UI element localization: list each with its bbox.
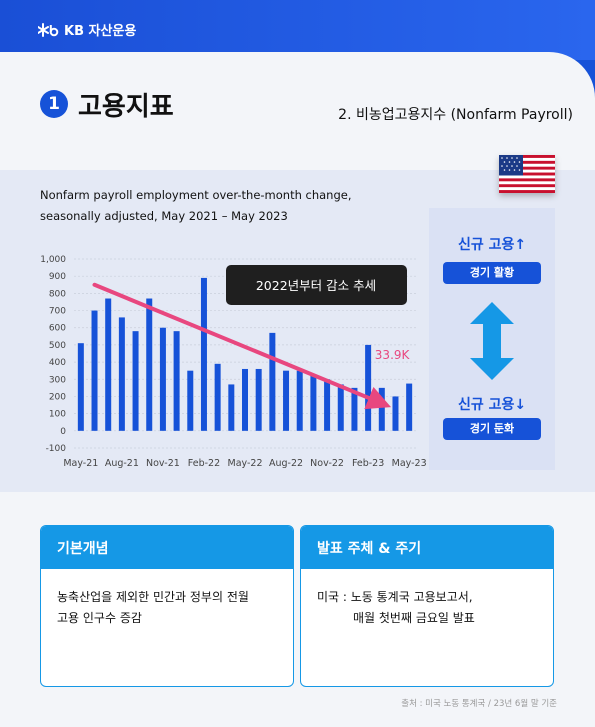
bar (269, 332, 276, 431)
bar (146, 298, 153, 431)
bar (132, 331, 139, 431)
source-footnote: 출처 : 미국 노동 통계국 / 23년 6월 말 기준 (401, 699, 557, 709)
bar (173, 331, 180, 431)
trend-arrow (92, 282, 392, 410)
chart-description-line2: seasonally adjusted, May 2021 – May 2023 (40, 209, 288, 223)
publisher-line1: 미국 : 노동 통계국 고용보고서, (317, 590, 473, 604)
boom-badge: 경기 활황 (443, 262, 541, 284)
x-tick-label: Feb-22 (188, 458, 220, 469)
bar (214, 363, 221, 431)
y-tick-label: 200 (49, 392, 66, 402)
basic-concept-line1: 농축산업을 제외한 민간과 정부의 전월 (57, 590, 249, 604)
section-number: 1 (40, 90, 68, 118)
bar (91, 310, 98, 431)
bar (255, 368, 262, 431)
kb-star-icon (38, 22, 59, 37)
y-tick-label: 0 (60, 427, 66, 437)
bar (310, 375, 317, 431)
y-tick-label: 1,000 (40, 255, 66, 265)
basic-concept-title: 기본개념 (41, 526, 293, 569)
bar (351, 387, 358, 431)
y-tick-label: 800 (49, 289, 66, 299)
bar (187, 370, 194, 431)
new-jobs-up-label: 신규 고용↑ (457, 237, 527, 253)
bar (200, 277, 207, 431)
latest-value-label: 33.9K (375, 348, 411, 362)
basic-concept-box: 기본개념 농축산업을 제외한 민간과 정부의 전월 고용 인구수 증감 (40, 525, 294, 687)
y-tick-label: 700 (49, 307, 66, 317)
brand-name: KB 자산운용 (64, 24, 137, 39)
bar (118, 317, 125, 431)
x-tick-label: May-21 (63, 458, 98, 469)
bar (324, 379, 331, 431)
publisher-line2: 매월 첫번째 금요일 발표 (353, 611, 475, 625)
x-tick-label: Aug-22 (269, 458, 303, 469)
bar (378, 387, 385, 431)
x-tick-label: May-22 (228, 458, 263, 469)
y-tick-label: -100 (46, 444, 67, 454)
x-tick-label: Feb-23 (352, 458, 384, 469)
new-jobs-down-label: 신규 고용↓ (457, 397, 527, 413)
chart-description: Nonfarm payroll employment over-the-mont… (40, 185, 352, 227)
bar (283, 370, 290, 431)
bar (77, 343, 84, 431)
x-tick-label: Aug-21 (105, 458, 139, 469)
annotation-text: 2022년부터 감소 추세 (256, 278, 376, 293)
up-down-arrow-icon (470, 302, 514, 380)
bar (392, 396, 399, 431)
bar (159, 327, 166, 431)
annotation-box: 2022년부터 감소 추세 (226, 265, 407, 305)
us-flag-icon (499, 155, 555, 193)
section-title: 고용지표 (78, 92, 174, 122)
bar (296, 370, 303, 431)
y-tick-label: 600 (49, 324, 66, 334)
y-tick-label: 500 (49, 341, 66, 351)
brand-logo: KB 자산운용 (38, 20, 136, 39)
bar (242, 368, 248, 431)
x-tick-label: Nov-22 (310, 458, 344, 469)
y-tick-label: 100 (49, 410, 66, 420)
bar (365, 344, 372, 431)
y-tick-label: 300 (49, 375, 66, 385)
chart-description-line1: Nonfarm payroll employment over-the-mont… (40, 188, 352, 202)
x-tick-label: Nov-21 (146, 458, 180, 469)
section-subtitle: 2. 비농업고용지수 (Nonfarm Payroll) (338, 107, 573, 123)
publisher-title: 발표 주체 & 주기 (301, 526, 553, 569)
bar (337, 384, 344, 431)
bar (228, 384, 235, 431)
bar (406, 383, 413, 431)
publisher-box: 발표 주체 & 주기 미국 : 노동 통계국 고용보고서, 매월 첫번째 금요일… (300, 525, 554, 687)
basic-concept-line2: 고용 인구수 증감 (57, 611, 142, 625)
slowdown-badge: 경기 둔화 (443, 418, 541, 440)
bar (105, 298, 112, 431)
y-tick-label: 900 (49, 272, 66, 282)
top-bar: KB 자산운용 (0, 0, 595, 60)
y-tick-label: 400 (49, 358, 66, 368)
x-tick-label: May-23 (392, 458, 427, 469)
employment-sidebar: 신규 고용↑ 경기 활황 신규 고용↓ 경기 둔화 (429, 208, 555, 470)
